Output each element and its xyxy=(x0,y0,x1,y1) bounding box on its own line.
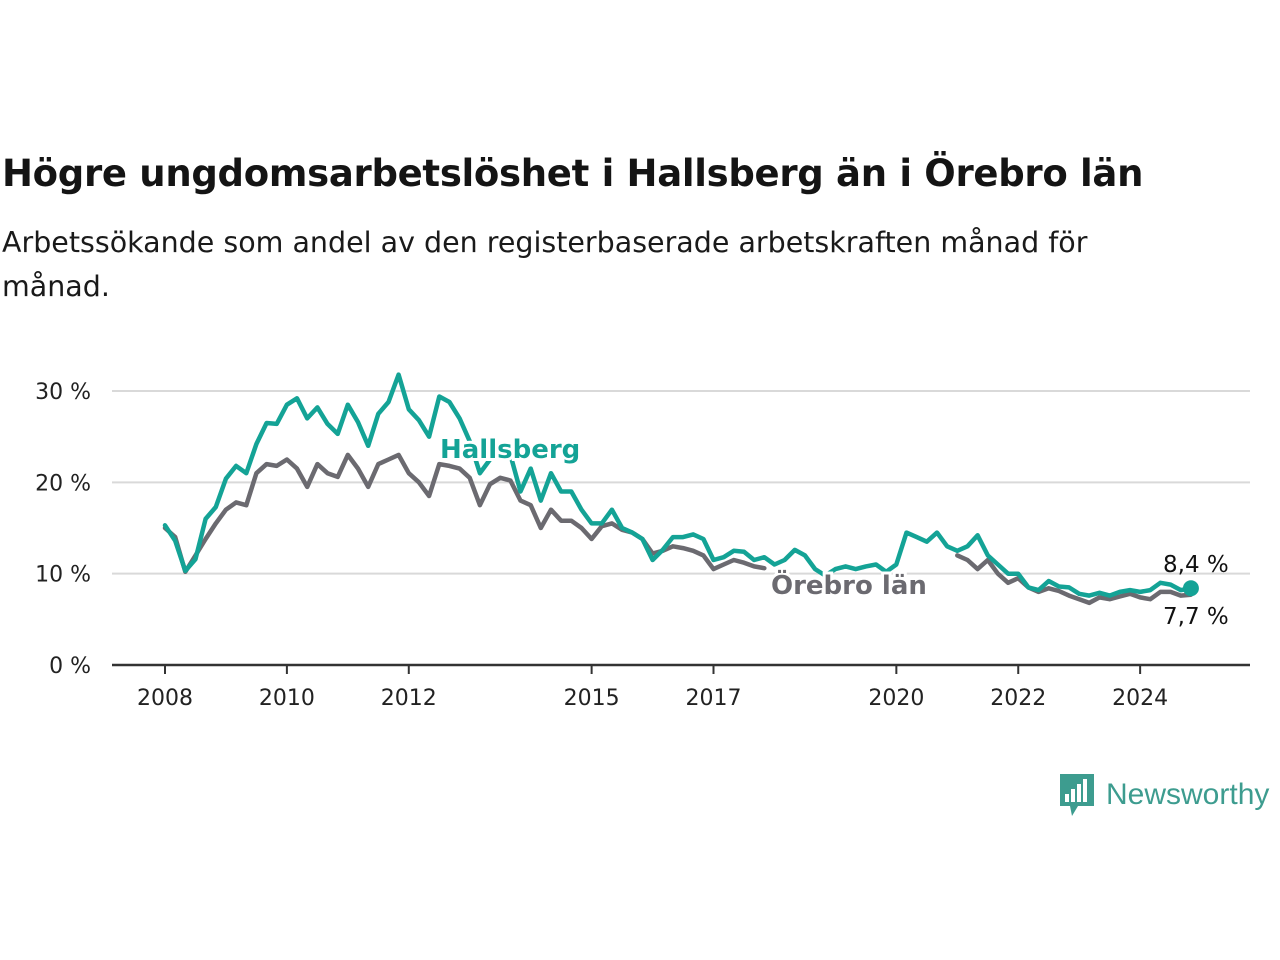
series-label-orebro: Örebro län xyxy=(771,568,927,601)
series-line xyxy=(955,553,1194,606)
x-tick-label: 2008 xyxy=(137,686,193,711)
y-tick-label: 0 % xyxy=(49,654,91,679)
x-tick-label: 2012 xyxy=(381,686,437,711)
x-tick-label: 2010 xyxy=(259,686,315,711)
chart-title: Högre ungdomsarbetslöshet i Hallsberg än… xyxy=(2,152,1144,195)
end-value-label: 8,4 % xyxy=(1163,552,1229,578)
chart-subtitle: Arbetssökande som andel av den registerb… xyxy=(2,226,1088,303)
x-tick-label: 2015 xyxy=(564,686,620,711)
series-line xyxy=(162,372,1194,598)
series-label-hallsberg: Hallsberg xyxy=(440,435,580,465)
y-tick-label: 30 % xyxy=(35,380,91,405)
x-tick-label: 2022 xyxy=(990,686,1046,711)
x-tick-label: 2024 xyxy=(1112,686,1168,711)
end-value-label: 7,7 % xyxy=(1163,604,1229,630)
x-axis: 2008 2010 2012 2015 2017 2020 2022 2024 xyxy=(112,663,1250,711)
brand-name: Newsworthy xyxy=(1106,778,1270,811)
newsworthy-logo[interactable]: Newsworthy xyxy=(1058,772,1269,818)
x-tick-label: 2020 xyxy=(868,686,924,711)
series-line xyxy=(162,452,767,575)
y-axis-ticks: 0 % 10 % 20 % 30 % xyxy=(35,380,91,679)
y-tick-label: 10 % xyxy=(35,563,91,588)
series-end-point xyxy=(1182,580,1199,597)
y-tick-label: 20 % xyxy=(35,471,91,496)
newsworthy-bar-chart-icon xyxy=(1060,774,1094,816)
grid-lines xyxy=(112,390,1250,575)
series-lines xyxy=(162,372,1199,606)
series-labels: Hallsberg Örebro län 8,4 % 7,7 % xyxy=(437,432,1229,630)
x-tick-label: 2017 xyxy=(686,686,742,711)
